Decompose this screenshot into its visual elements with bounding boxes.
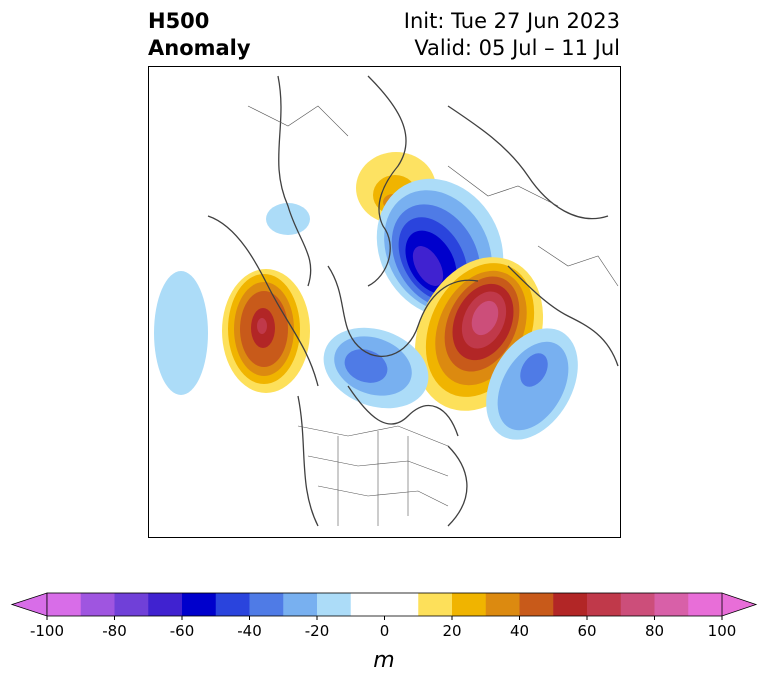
colorbar-tick-label: 20 (442, 622, 461, 640)
colorbar-segment (182, 593, 217, 616)
anomaly-map (148, 66, 621, 538)
colorbar-tick-label: -60 (170, 622, 195, 640)
colorbar-tick-label: -20 (305, 622, 330, 640)
colorbar-segment (519, 593, 554, 616)
colorbar-over-arrow (721, 592, 758, 617)
forecast-info: Init: Tue 27 Jun 2023 Valid: 05 Jul – 11… (404, 8, 620, 62)
colorbar-tick-label: 40 (510, 622, 529, 640)
colorbar-segment (283, 593, 318, 616)
anomaly-negative-atlantic (486, 328, 578, 440)
valid-range: Valid: 05 Jul – 11 Jul (414, 36, 620, 60)
colorbar-tick-label: 100 (708, 622, 737, 640)
map-frame (148, 66, 621, 538)
colorbar-segment (688, 593, 723, 616)
colorbar-segment (47, 593, 82, 616)
colorbar-tick-label: -40 (237, 622, 262, 640)
anomaly-negative-northeast-small (266, 203, 310, 235)
colorbar-segment (553, 593, 588, 616)
colorbar-segment (148, 593, 183, 616)
colorbar-segment (114, 593, 149, 616)
colorbar-segment (317, 593, 352, 616)
map-background (148, 66, 621, 538)
colorbar-segment (80, 593, 115, 616)
title-field: Anomaly (148, 36, 251, 60)
colorbar-segment (485, 593, 520, 616)
colorbar-tick-label: 80 (645, 622, 664, 640)
colorbar-segment (249, 593, 284, 616)
colorbar-tick-label: -100 (30, 622, 64, 640)
map-title: H500 Anomaly (148, 8, 251, 62)
colorbar-tick-label: 60 (577, 622, 596, 640)
colorbar-segment (350, 593, 419, 616)
anomaly-positive-atlantic (414, 257, 544, 411)
init-date: Init: Tue 27 Jun 2023 (403, 9, 620, 33)
colorbar-segment (215, 593, 250, 616)
colorbar-segment (587, 593, 622, 616)
colorbar-tick-label: 0 (380, 622, 390, 640)
colorbar-under-arrow (10, 592, 48, 617)
colorbar-segment (452, 593, 487, 616)
coastlines (207, 75, 619, 527)
colorbar-segments (10, 592, 758, 617)
anomaly-positive-ural (222, 269, 310, 393)
title-variable: H500 (148, 9, 210, 33)
colorbar-ticks: -100 -80 -60 -40 -20 0 20 40 60 80 100 (30, 616, 736, 640)
colorbar: -100 -80 -60 -40 -20 0 20 40 60 80 100 m (10, 592, 758, 673)
anomaly-negative-canada (323, 327, 429, 409)
colorbar-tick-label: -80 (102, 622, 127, 640)
colorbar-segment (620, 593, 655, 616)
colorbar-segment (418, 593, 453, 616)
country-borders (247, 105, 619, 526)
colorbar-unit-label: m (373, 648, 394, 673)
colorbar-segment (654, 593, 689, 616)
anomaly-negative-west (154, 271, 208, 395)
